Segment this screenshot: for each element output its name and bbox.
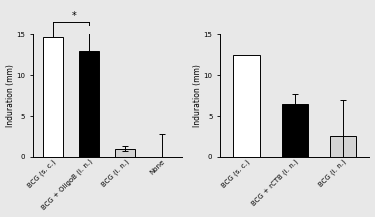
Bar xyxy=(330,136,356,157)
Y-axis label: Induration (mm): Induration (mm) xyxy=(193,64,202,127)
Bar xyxy=(79,51,99,157)
Bar xyxy=(43,37,63,157)
Bar xyxy=(233,55,260,157)
Text: *: * xyxy=(72,11,77,21)
Bar xyxy=(116,149,135,157)
Bar xyxy=(282,104,308,157)
Y-axis label: Induration (mm): Induration (mm) xyxy=(6,64,15,127)
